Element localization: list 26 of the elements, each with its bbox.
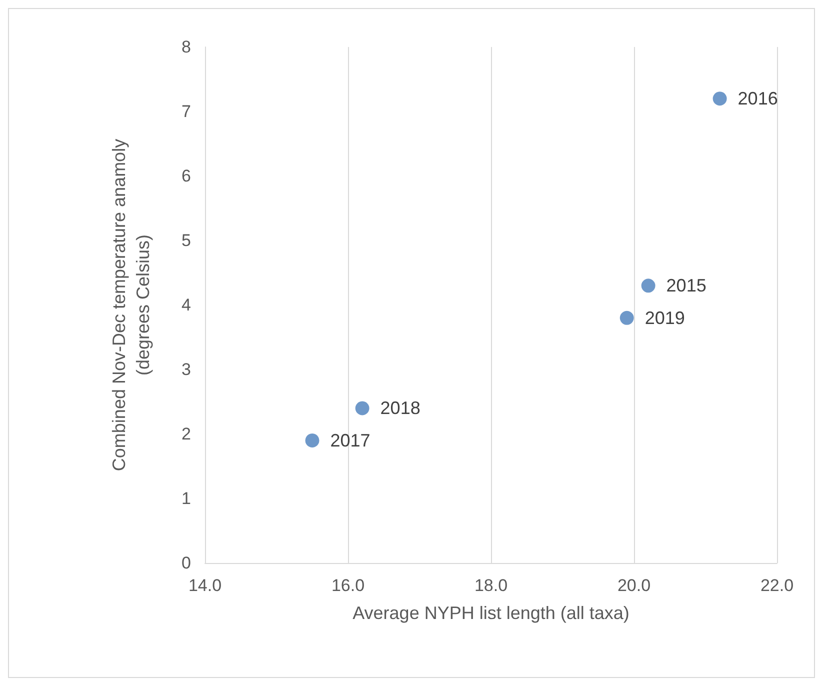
y-tick-label: 2	[182, 424, 191, 444]
y-tick-label: 7	[182, 102, 191, 121]
x-tick-label: 14.0	[188, 576, 222, 595]
point	[305, 433, 320, 448]
y-tick-label: 1	[182, 489, 191, 508]
x-tick-label: 16.0	[331, 576, 365, 595]
x-tick-label: 18.0	[474, 576, 508, 595]
annotation: 2019	[644, 308, 685, 328]
y-tick-label: 8	[182, 38, 191, 56]
point	[712, 92, 727, 106]
y-tick-label: 0	[182, 554, 191, 572]
annotation: 2016	[738, 88, 778, 109]
y-tick-label: 6	[182, 166, 191, 186]
y-tick-label: 4	[182, 296, 191, 314]
point	[355, 401, 370, 416]
annotation: 2017	[330, 430, 370, 450]
point	[620, 310, 634, 325]
y-tick-label: 3	[182, 360, 191, 379]
x-tick-label: 22.0	[760, 576, 794, 595]
x-axis-title: Average NYPH list length (all taxa)	[352, 603, 630, 623]
y-tick-label: 5	[182, 231, 191, 250]
annotation: 2015	[666, 276, 706, 296]
point	[641, 278, 656, 293]
y-axis-title: Combined Nov-Dec temperature anamoly (degrees Celsius)	[109, 138, 153, 472]
annotation: 2018	[380, 398, 420, 418]
x-tick-label: 20.0	[617, 576, 651, 595]
